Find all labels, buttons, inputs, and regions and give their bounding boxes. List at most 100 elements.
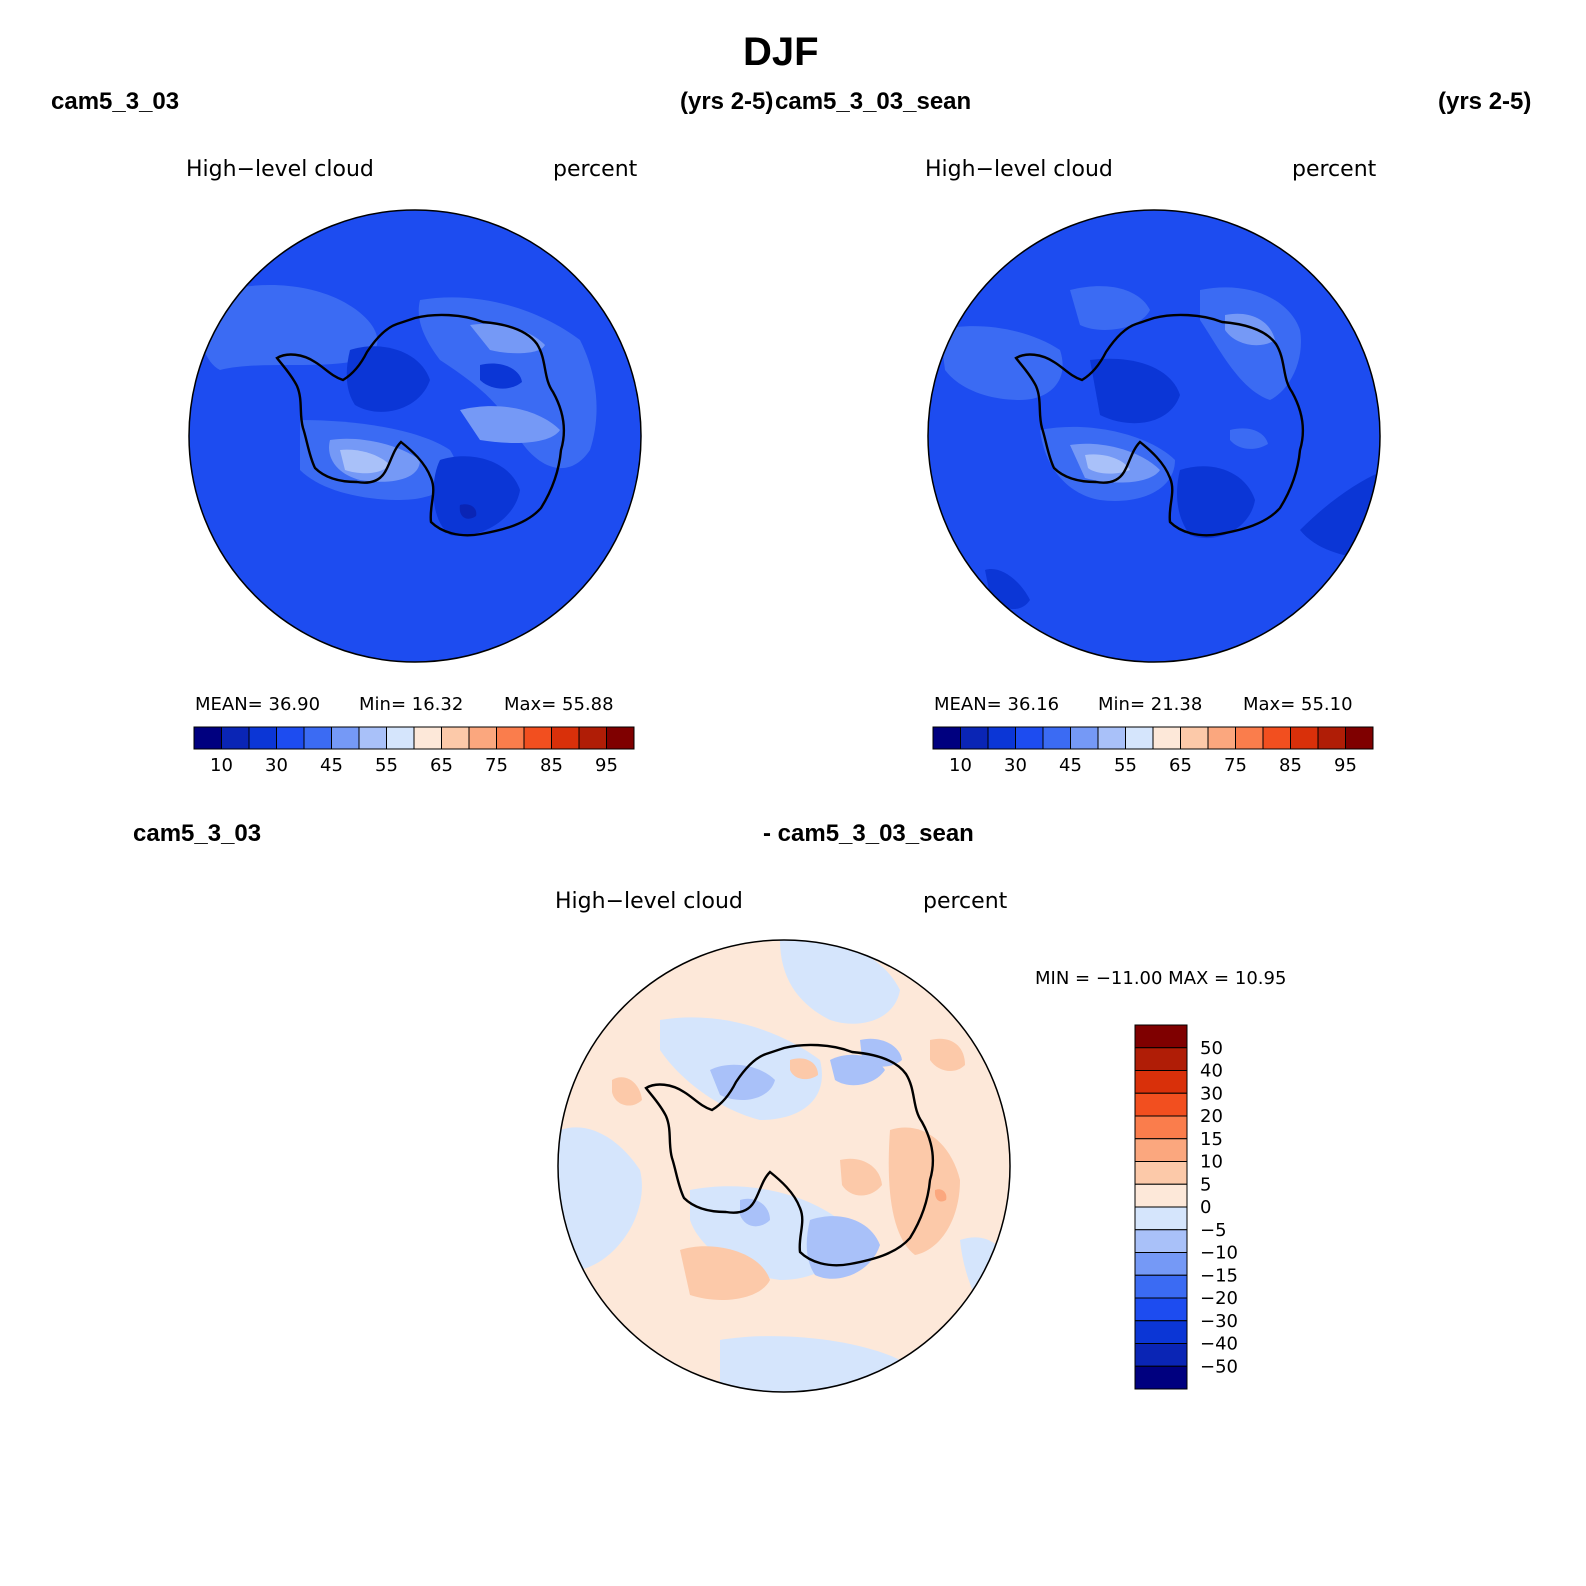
diff-minmax: MIN = −11.00 MAX = 10.95 [1035, 968, 1287, 989]
colorbar3-tick-label: −40 [1200, 1334, 1238, 1355]
panel2-field-blob [1070, 286, 1150, 330]
colorbar3-tick-label: −10 [1200, 1243, 1238, 1264]
colorbar2-swatch [1152, 726, 1181, 750]
colorbar2-swatch [932, 726, 961, 750]
diff-field-blob [860, 1038, 902, 1067]
colorbar3-swatch [1134, 1070, 1188, 1094]
diff-map [557, 939, 1011, 1393]
colorbar3-tick-label: −30 [1200, 1311, 1238, 1332]
colorbar1-swatch [386, 726, 415, 750]
colorbar2-swatch [1015, 726, 1044, 750]
panel1-map [188, 209, 642, 663]
panel2-max: Max= 55.10 [1243, 694, 1353, 715]
panel1-min: Min= 16.32 [359, 694, 464, 715]
panel1-mean: MEAN= 36.90 [195, 694, 321, 715]
colorbar3-tick-label: −5 [1200, 1220, 1227, 1241]
colorbar3-tick-label: 15 [1200, 1129, 1223, 1150]
colorbar2-tick-label: 45 [1059, 755, 1082, 776]
colorbar1-swatch [578, 726, 607, 750]
colorbar2-swatch [1042, 726, 1071, 750]
colorbar1-swatch [331, 726, 360, 750]
panel1-years: (yrs 2-5) [680, 88, 774, 115]
panel2-field-blob [1090, 358, 1180, 424]
panel2-field-blob [940, 326, 1063, 400]
panel1-units: percent [553, 157, 638, 182]
colorbar3-swatch [1134, 1183, 1188, 1208]
colorbar2-tick-label: 10 [949, 755, 972, 776]
colorbar2-tick-label: 65 [1169, 755, 1192, 776]
colorbar3-swatch [1134, 1138, 1188, 1162]
colorbar3-swatch [1134, 1047, 1188, 1071]
colorbar2-swatch [1235, 726, 1264, 750]
colorbar1-swatch [303, 726, 332, 750]
panel1-field-blob [340, 449, 390, 474]
diff-field-blob [934, 1189, 947, 1202]
colorbar2-swatch [1097, 726, 1126, 750]
diff-field-blob [710, 1064, 775, 1100]
diff-field-blob [888, 1127, 960, 1255]
diff-field-blob [558, 1127, 642, 1270]
colorbar1-swatch [413, 726, 442, 750]
colorbar3-swatch [1134, 1365, 1188, 1390]
colorbar2-swatch [1262, 726, 1291, 750]
panel2-mean: MEAN= 36.16 [934, 694, 1060, 715]
colorbar3-swatch [1134, 1252, 1188, 1276]
colorbar3-swatch [1134, 1320, 1188, 1344]
colorbar1-swatch [248, 726, 277, 750]
colorbar1-tick-label: 55 [375, 755, 398, 776]
diff-field-blob [780, 940, 900, 1024]
panel1-field-blob [198, 285, 378, 370]
colorbar2-tick-label: 95 [1334, 755, 1357, 776]
panel1-field-blob [460, 406, 560, 443]
panel1-max: Max= 55.88 [504, 694, 614, 715]
colorbar2-swatch [1290, 726, 1319, 750]
colorbar3-tick-label: 30 [1200, 1083, 1223, 1104]
panel1-field-blob [346, 346, 430, 412]
figure-title: DJF [743, 30, 819, 74]
diff-case-left: cam5_3_03 [133, 820, 262, 847]
diff-field-blob [680, 1246, 770, 1300]
colorbar1-swatch [358, 726, 387, 750]
colorbar1-tick-label: 30 [265, 755, 288, 776]
colorbar1-tick-label: 10 [210, 755, 233, 776]
colorbar3-tick-label: 20 [1200, 1106, 1223, 1127]
colorbar2-swatch [1125, 726, 1154, 750]
colorbar2-tick-label: 85 [1279, 755, 1302, 776]
colorbar3-swatch [1134, 1229, 1188, 1253]
panel1-field-blob [433, 456, 520, 536]
colorbar3-swatch [1134, 1092, 1188, 1117]
colorbar1-tick-label: 45 [320, 755, 343, 776]
panel1-variable: High−level cloud [186, 157, 374, 182]
colorbar2-swatch [1317, 726, 1346, 750]
diff-units: percent [923, 889, 1008, 914]
panel2-field-blob [1225, 313, 1275, 346]
colorbar3-tick-label: −15 [1200, 1265, 1238, 1286]
diff-field-blob [930, 1038, 965, 1072]
panel2-variable: High−level cloud [925, 157, 1113, 182]
colorbar3-swatch [1134, 1343, 1188, 1367]
colorbar2-tick-label: 30 [1004, 755, 1027, 776]
colorbar1-swatch [221, 726, 250, 750]
colorbar2-tick-label: 75 [1224, 755, 1247, 776]
colorbar3-tick-label: 50 [1200, 1038, 1223, 1059]
colorbar1-tick-label: 85 [540, 755, 563, 776]
colorbar2-swatch [1070, 726, 1099, 750]
colorbar3-swatch [1134, 1274, 1188, 1299]
colorbar3-tick-label: 5 [1200, 1174, 1211, 1195]
diff-case-right: - cam5_3_03_sean [763, 820, 974, 847]
colorbar3-tick-label: 40 [1200, 1061, 1223, 1082]
panel2-units: percent [1292, 157, 1377, 182]
diff-field-blob [840, 1158, 882, 1196]
colorbar3-swatch [1134, 1161, 1188, 1185]
diff-field-blob [790, 1058, 818, 1080]
colorbar1-tick-label: 95 [595, 755, 618, 776]
panel2-field-blob [1085, 454, 1130, 474]
diff-map-border [557, 939, 1011, 1393]
colorbar2-swatch [987, 726, 1016, 750]
colorbar3-swatch [1134, 1024, 1188, 1049]
colorbar1-swatch [468, 726, 497, 750]
colorbar3-swatch [1134, 1115, 1188, 1140]
colorbar3-tick-label: 0 [1200, 1197, 1211, 1218]
panel2-case-name: cam5_3_03_sean [775, 88, 972, 115]
